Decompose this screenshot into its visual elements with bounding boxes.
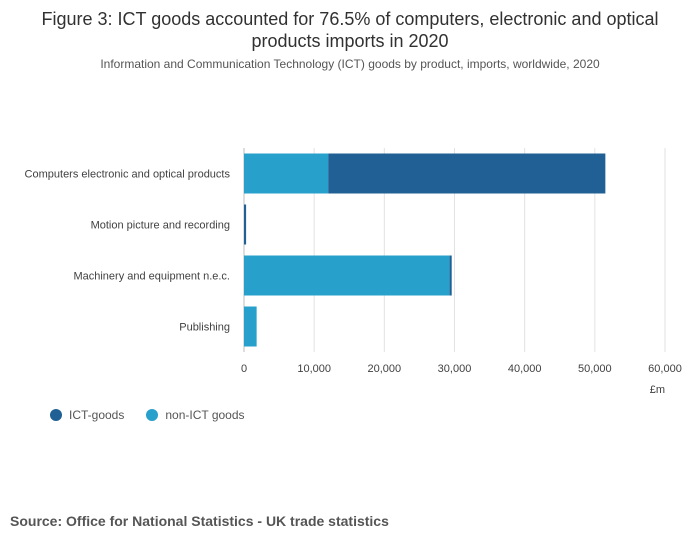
y-tick-label-2: Machinery and equipment n.e.c. xyxy=(73,271,230,283)
bar-ict-1 xyxy=(244,204,247,245)
bar-non-ict-0 xyxy=(244,153,329,194)
y-tick-label-3: Publishing xyxy=(179,322,230,334)
x-tick-label-6: 60,000 xyxy=(648,363,682,375)
legend-item-non-ict[interactable]: non-ICT goods xyxy=(146,408,245,422)
bar-non-ict-3 xyxy=(244,306,257,347)
bar-ict-0 xyxy=(328,153,606,194)
legend-swatch-non-ict xyxy=(146,409,159,421)
bar-non-ict-2 xyxy=(244,255,450,296)
source-note: Source: Office for National Statistics -… xyxy=(10,513,389,529)
x-tick-label-2: 20,000 xyxy=(368,363,402,375)
x-axis-label: £m xyxy=(650,384,665,396)
y-tick-label-1: Motion picture and recording xyxy=(91,220,230,232)
x-tick-label-1: 10,000 xyxy=(297,363,331,375)
legend-swatch-ict xyxy=(50,409,62,421)
x-tick-label-0: 0 xyxy=(241,363,247,375)
x-tick-label-5: 50,000 xyxy=(578,363,612,375)
legend-label-ict: ICT-goods xyxy=(69,408,125,422)
y-tick-label-0: Computers electronic and optical product… xyxy=(25,169,231,181)
bar-ict-2 xyxy=(449,255,452,296)
x-tick-label-4: 40,000 xyxy=(508,363,542,375)
chart-title: Figure 3: ICT goods accounted for 76.5% … xyxy=(41,9,659,51)
x-tick-label-3: 30,000 xyxy=(438,363,472,375)
legend-item-ict[interactable]: ICT-goods xyxy=(50,408,124,422)
legend-label-non-ict: non-ICT goods xyxy=(165,408,245,422)
legend: ICT-goods non-ICT goods xyxy=(50,408,267,422)
chart-subtitle: Information and Communication Technology… xyxy=(100,57,600,71)
